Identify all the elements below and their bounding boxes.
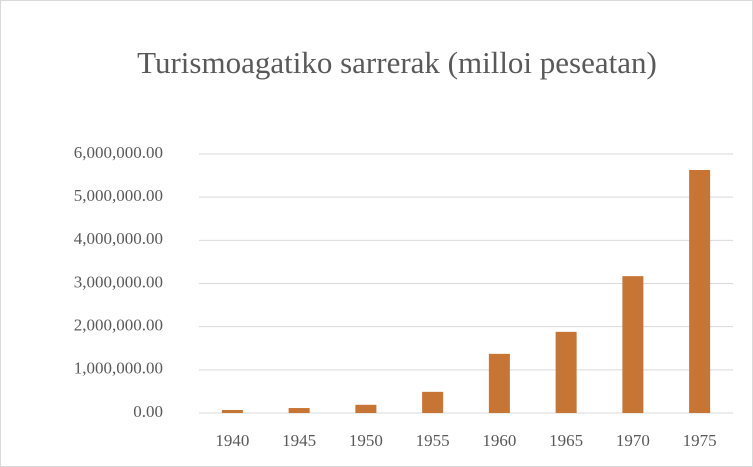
x-tick-label: 1970 <box>616 431 650 450</box>
x-tick-label: 1955 <box>416 431 450 450</box>
y-tick-label: 6,000,000.00 <box>74 143 163 162</box>
y-tick-label: 2,000,000.00 <box>74 316 163 335</box>
y-tick-label: 4,000,000.00 <box>74 229 163 248</box>
bar <box>555 331 577 413</box>
chart-title: Turismoagatiko sarrerak (milloi peseatan… <box>137 45 657 80</box>
bar <box>622 276 644 413</box>
bar <box>689 169 711 413</box>
y-tick-label: 5,000,000.00 <box>74 186 163 205</box>
y-tick-label: 3,000,000.00 <box>74 272 163 291</box>
bar <box>355 404 377 413</box>
x-tick-label: 1940 <box>215 431 249 450</box>
bar <box>422 391 444 413</box>
bar <box>488 353 510 413</box>
x-tick-label: 1965 <box>549 431 583 450</box>
x-tick-label: 1975 <box>683 431 717 450</box>
x-tick-label: 1945 <box>282 431 316 450</box>
y-tick-label: 1,000,000.00 <box>74 359 163 378</box>
x-tick-label: 1950 <box>349 431 383 450</box>
bar <box>221 409 243 413</box>
bar <box>288 408 310 413</box>
x-tick-label: 1960 <box>482 431 516 450</box>
y-tick-label: 0.00 <box>133 402 163 421</box>
